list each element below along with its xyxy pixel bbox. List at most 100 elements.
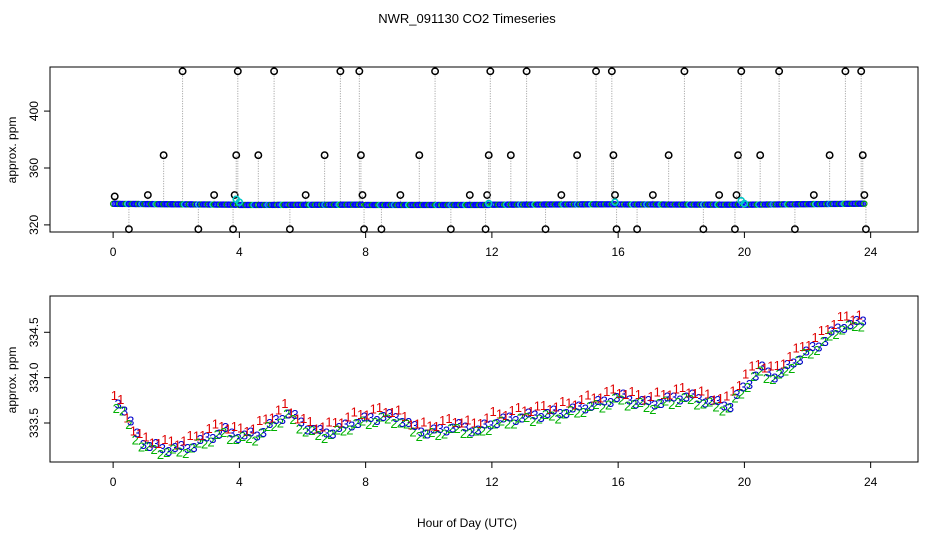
series-3-point: 3 — [493, 416, 500, 431]
flag-point — [483, 191, 492, 199]
bottom-y-axis-label: approx. ppm — [5, 347, 19, 414]
series-3-point: 3 — [481, 417, 488, 432]
series-2-point: 2 — [384, 412, 391, 427]
series-2-point: 2 — [378, 410, 385, 425]
series-2-point: 2 — [839, 323, 846, 338]
flag-point — [230, 191, 239, 199]
series-3-point: 3 — [285, 406, 292, 421]
series-1-point: 1 — [464, 413, 471, 428]
series-1-point: 1 — [559, 394, 566, 409]
series-3-point: 3 — [746, 377, 753, 392]
series-1-point: 1 — [319, 419, 326, 434]
series-3-point: 3 — [152, 436, 159, 451]
cyan-mark — [235, 198, 244, 206]
series-3-point: 3 — [222, 420, 229, 435]
series-2-point: 2 — [334, 422, 341, 437]
series-3-point: 3 — [721, 399, 728, 414]
series-2-point: 2 — [555, 411, 562, 426]
series-3-point: 3 — [184, 441, 191, 456]
series-1-point: 1 — [445, 411, 452, 426]
series-3-point: 3 — [228, 425, 235, 440]
series-2-point: 2 — [561, 407, 568, 422]
series-3-point: 3 — [159, 441, 166, 456]
series-1-point: 1 — [401, 409, 408, 424]
series-1-point: 1 — [856, 308, 863, 323]
series-1-point: 1 — [723, 388, 730, 403]
series-3-point: 3 — [563, 406, 570, 421]
series-1-point: 1 — [332, 415, 339, 430]
series-2-point: 2 — [119, 404, 126, 419]
series-2-point: 2 — [327, 427, 334, 442]
series-1-point: 1 — [647, 389, 654, 404]
flag-point — [860, 191, 869, 199]
series-3-point: 3 — [386, 406, 393, 421]
series-3-point: 3 — [354, 416, 361, 431]
series-1-point: 1 — [515, 400, 522, 415]
series-1-point: 1 — [742, 366, 749, 381]
series-2-point: 2 — [624, 398, 631, 413]
flag-point — [715, 191, 724, 199]
series-1-point: 1 — [496, 406, 503, 421]
series-3-point: 3 — [695, 391, 702, 406]
series-2-point: 2 — [845, 318, 852, 333]
series-1-point: 1 — [685, 386, 692, 401]
series-2-point: 2 — [668, 397, 675, 412]
flag-point — [356, 151, 365, 160]
series-3-point: 3 — [664, 390, 671, 405]
baseline-point — [861, 200, 868, 207]
series-1-point: 1 — [187, 428, 194, 443]
series-2-point: 2 — [315, 428, 322, 443]
series-1-point: 1 — [736, 378, 743, 393]
series-1-point: 1 — [136, 426, 143, 441]
series-3-point: 3 — [512, 413, 519, 428]
series-1-point: 1 — [376, 400, 383, 415]
series-1-point: 1 — [704, 387, 711, 402]
series-2-point: 2 — [144, 439, 151, 454]
series-2-point: 2 — [523, 410, 530, 425]
series-1-point: 1 — [767, 359, 774, 374]
series-3-point: 3 — [790, 356, 797, 371]
series-2-point: 2 — [371, 415, 378, 430]
series-3-point: 3 — [828, 324, 835, 339]
series-1-point: 1 — [269, 411, 276, 426]
series-2-point: 2 — [132, 433, 139, 448]
series-3-point: 3 — [279, 412, 286, 427]
flag-point — [481, 225, 490, 234]
series-3-point: 3 — [676, 393, 683, 408]
series-2-point: 2 — [693, 397, 700, 412]
flag-point — [857, 67, 866, 76]
x-axis-label: Hour of Day (UTC) — [417, 516, 517, 530]
series-2-point: 2 — [353, 416, 360, 431]
series-2-point: 2 — [163, 445, 170, 460]
series-2-point: 2 — [851, 319, 858, 334]
flag-point — [858, 151, 867, 160]
series-2-point: 2 — [529, 414, 536, 429]
series-1-point: 1 — [306, 414, 313, 429]
series-3-point: 3 — [405, 415, 412, 430]
series-2-point: 2 — [283, 407, 290, 422]
series-1-point: 1 — [180, 433, 187, 448]
series-1-point: 1 — [673, 382, 680, 397]
series-2-point: 2 — [757, 363, 764, 378]
series-3-point: 3 — [822, 334, 829, 349]
series-2-point: 2 — [674, 395, 681, 410]
bottom-y-tick-label: 334.5 — [27, 317, 41, 347]
flag-point — [254, 151, 263, 160]
flag-point — [633, 225, 642, 234]
series-1-point: 1 — [205, 421, 212, 436]
cyan-mark — [611, 198, 619, 206]
series-2-point: 2 — [485, 423, 492, 438]
top-x-tick-label: 4 — [236, 245, 243, 259]
series-3-point: 3 — [607, 395, 614, 410]
flag-point — [159, 151, 168, 160]
series-2-point: 2 — [611, 391, 618, 406]
series-2-point: 2 — [239, 429, 246, 444]
series-2-point: 2 — [409, 425, 416, 440]
top-x-tick-label: 8 — [362, 245, 369, 259]
series-1-point: 1 — [660, 387, 667, 402]
series-1-point: 1 — [471, 415, 478, 430]
flag-point — [415, 151, 424, 160]
flag-point — [360, 225, 369, 234]
flag-point — [699, 225, 708, 234]
series-2-point: 2 — [308, 423, 315, 438]
